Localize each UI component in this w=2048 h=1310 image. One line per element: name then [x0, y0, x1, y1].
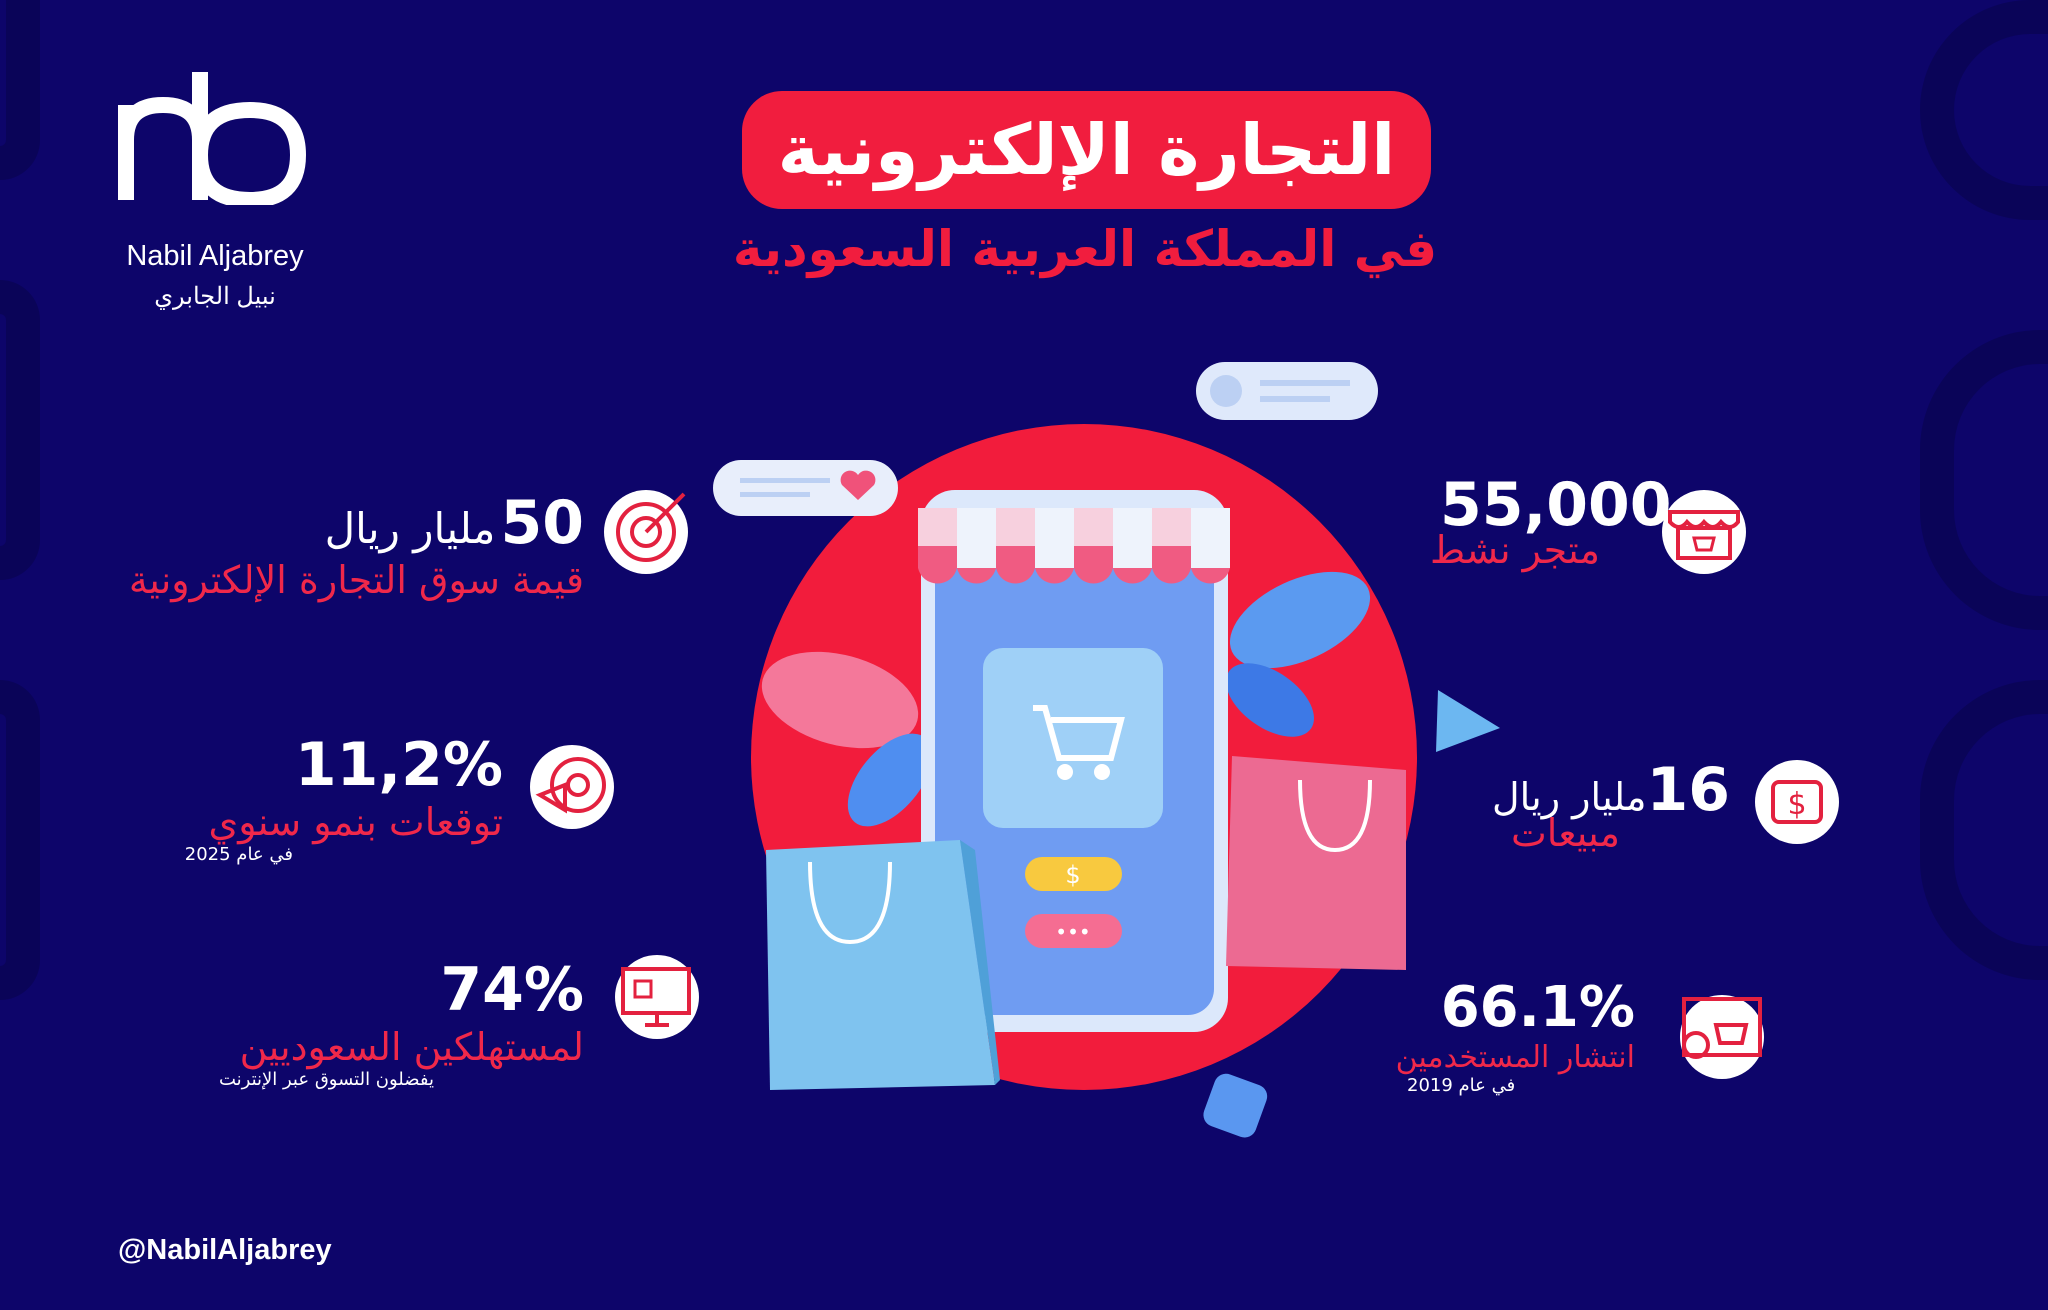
pay-button: [1025, 857, 1122, 891]
stat-value: 11,2%: [294, 730, 503, 800]
stat-growth: 11,2% توقعات بنمو سنوي في عام 2025: [3, 730, 503, 865]
stat-value: 66.1%: [1440, 975, 1635, 1040]
decor-shape: [0, 280, 40, 580]
cube-decor: [1203, 1073, 1268, 1138]
monitor-click-icon: [615, 955, 699, 1039]
decor-shape: [1920, 0, 2048, 220]
target-megaphone-icon: [530, 745, 614, 829]
stat-consumers: 74% لمستهلكين السعوديين يفضلون التسوق عب…: [0, 955, 584, 1090]
stat-label: توقعات بنمو سنوي: [208, 800, 503, 844]
stat-label: مبيعات: [1511, 811, 1620, 855]
stat-note: في عام 2025: [184, 844, 293, 865]
leaf: [761, 651, 919, 749]
nb-logo-icon: [118, 72, 307, 209]
price-symbol: $: [1065, 861, 1080, 889]
brand-name-ar: نبيل الجابري: [154, 283, 276, 310]
title-banner: التجارة الإلكترونية: [742, 91, 1431, 209]
dots-text: •••: [1055, 920, 1090, 944]
stat-label: انتشار المستخدمين: [1395, 1040, 1635, 1075]
page-title: التجارة الإلكترونية: [777, 109, 1396, 191]
stat-sales: 16مليار ريال مبيعات: [1330, 755, 1730, 855]
stat-note: يفضلون التسوق عبر الإنترنت: [218, 1069, 434, 1090]
page-subtitle: في المملكة العربية السعودية: [732, 220, 1438, 278]
svg-text:$: $: [1787, 787, 1806, 822]
user-basket-icon: [1680, 995, 1764, 1079]
stat-label: متجر نشط: [1430, 528, 1600, 572]
stat-label: قيمة سوق التجارة الإلكترونية: [128, 558, 584, 602]
triangle-decor: [1436, 690, 1500, 752]
cart-icon: [1033, 705, 1125, 780]
stat-users: 66.1% انتشار المستخدمين في عام 2019: [1395, 975, 1635, 1096]
shopping-illustration: $ •••: [713, 362, 1500, 1138]
stat-unit: مليار ريال: [324, 504, 496, 553]
stat-value: 74%: [440, 955, 584, 1025]
dollar-exchange-icon: $: [1755, 760, 1839, 844]
stat-stores: 55,000 متجر نشط: [1430, 470, 1672, 572]
stat-value: 55,000: [1440, 470, 1672, 540]
brand-logo: [118, 70, 318, 209]
pink-bag: [1226, 756, 1406, 970]
dots-button: [1025, 914, 1122, 948]
stat-unit: مليار ريال: [1491, 775, 1647, 819]
storefront-icon: [1662, 490, 1746, 574]
stat-label: لمستهلكين السعوديين: [239, 1025, 584, 1069]
decor-shape: [1920, 680, 2048, 980]
decor-shape: [0, 0, 40, 180]
stat-value: 16: [1646, 755, 1731, 825]
cart-tile: [983, 648, 1163, 828]
target-box-icon: [604, 490, 688, 574]
social-handle: @NabilAljabrey: [118, 1234, 332, 1266]
decor-shape: [1920, 330, 2048, 630]
brand-name-en: Nabil Aljabrey: [126, 240, 304, 272]
stat-value: 50: [500, 488, 585, 558]
notification-bubble: [1196, 362, 1378, 420]
blue-bag: [766, 840, 995, 1090]
heart-icon: [840, 470, 876, 500]
stat-note: في عام 2019: [1407, 1075, 1516, 1096]
stat-market-value: 50 مليار ريال قيمة سوق التجارة الإلكترون…: [0, 488, 584, 602]
awning: [918, 508, 1230, 584]
